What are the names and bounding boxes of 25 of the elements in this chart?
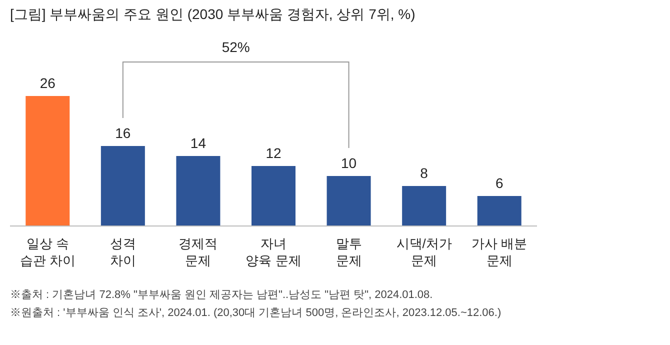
x-tick-label: 성격 차이 [110, 236, 136, 268]
x-tick-label: 일상 속 습관 차이 [20, 236, 76, 268]
data-label: 14 [190, 135, 206, 151]
chart-title: [그림] 부부싸움의 주요 원인 (2030 부부싸움 경험자, 상위 7위, %) [10, 6, 416, 22]
data-label: 6 [495, 175, 504, 191]
text: ※출처 : 기혼남녀 72.8% "부부싸움 원인 제공자는 남편"..남성도 "남편 탓", 2024.01.08. [10, 289, 433, 301]
data-label: 26 [40, 75, 56, 91]
bar [477, 196, 522, 226]
bar [326, 176, 371, 226]
x-tick-label: 경제적 문제 [178, 236, 218, 268]
x-tick-label: 말투 문제 [336, 236, 362, 268]
bar [176, 156, 220, 226]
bar [100, 146, 145, 226]
data-label: 8 [420, 165, 428, 181]
data-label: 10 [340, 155, 357, 171]
data-label: 16 [115, 125, 131, 141]
data-label: 12 [266, 145, 282, 161]
bar [402, 186, 446, 226]
bar [252, 166, 296, 226]
x-tick-label: 가사 배분 문제 [472, 236, 528, 268]
text: 52% [222, 39, 250, 55]
text: ※원출처 : '부부싸움 인식 조사', 2024.01. (20,30대 기혼남녀 500명, 온라인조사, 2023.12.05.~12.06.) [10, 307, 502, 319]
x-tick-label: 자녀 양육 문제 [246, 236, 302, 268]
bar [26, 96, 70, 226]
x-tick-label: 시댁/처가 문제 [396, 236, 452, 268]
